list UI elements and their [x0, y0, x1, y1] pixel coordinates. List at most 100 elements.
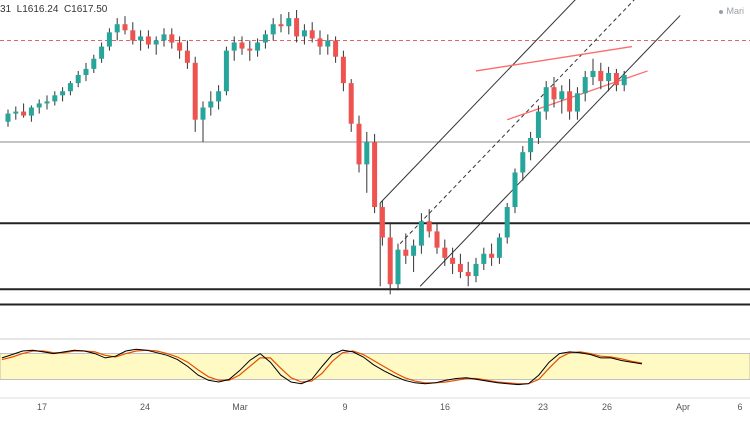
candle — [231, 36, 237, 61]
candle — [551, 77, 557, 108]
candle-body — [606, 72, 612, 82]
candle — [489, 243, 495, 266]
candle — [543, 81, 549, 120]
candle — [528, 131, 534, 161]
candle — [301, 24, 307, 45]
candle-body — [294, 18, 300, 37]
x-tick-label: 23 — [538, 402, 548, 412]
candle — [582, 70, 588, 102]
x-tick-label: Apr — [676, 402, 690, 412]
candle-body — [317, 38, 323, 47]
candle — [145, 30, 151, 49]
candle-body — [379, 207, 385, 238]
candle — [598, 62, 604, 90]
candle-body — [216, 91, 222, 102]
candle-body — [286, 18, 292, 27]
candle — [317, 30, 323, 55]
x-axis: 17 24 Mar 9 16 23 26 Apr 6 — [0, 397, 750, 412]
candle — [434, 223, 440, 254]
candle-body — [356, 123, 362, 165]
candle-body — [138, 36, 144, 41]
candle-body — [91, 58, 97, 69]
x-tick-label: 24 — [140, 402, 150, 412]
candle-body — [567, 91, 573, 112]
channel-upper-line — [379, 0, 576, 204]
ohlc-readout: 31 L1616.24 C1617.50 — [0, 4, 108, 15]
candle — [184, 40, 190, 69]
candle — [138, 30, 144, 51]
candle — [36, 99, 42, 114]
candle — [481, 247, 487, 270]
x-tick-label: 16 — [440, 402, 450, 412]
candle-body — [325, 40, 331, 47]
candle-body — [598, 70, 604, 82]
candle-body — [99, 46, 105, 59]
candle-body — [426, 221, 432, 232]
candle — [340, 50, 346, 92]
candle-body — [309, 30, 315, 39]
candle — [418, 213, 424, 254]
candle — [60, 87, 66, 102]
watermark-text: Mari — [726, 6, 745, 16]
candle — [442, 239, 448, 266]
candle-body — [192, 62, 198, 120]
candle-body — [333, 40, 339, 57]
candle-body — [255, 42, 261, 51]
candle — [278, 14, 284, 33]
x-tick-label: 26 — [602, 402, 612, 412]
candle — [473, 257, 479, 283]
candle — [13, 106, 19, 120]
candle — [325, 34, 331, 55]
x-tick-label: 17 — [37, 402, 47, 412]
candle-body — [543, 87, 549, 112]
candle — [21, 103, 27, 118]
candle-body — [161, 34, 167, 41]
stochastic-panel — [0, 338, 750, 386]
candle — [559, 85, 565, 114]
candle — [379, 200, 385, 246]
stochastic-band — [0, 353, 750, 380]
candle-body — [145, 36, 151, 45]
candle — [44, 95, 50, 110]
candle-body — [130, 30, 136, 41]
candle-body — [582, 77, 588, 94]
candle-body — [270, 24, 276, 35]
candle-body — [395, 249, 401, 285]
candle-body — [450, 257, 456, 264]
candle — [192, 56, 198, 132]
candle — [403, 233, 409, 264]
candle — [450, 247, 456, 275]
candle — [504, 202, 510, 244]
candle-body — [83, 68, 89, 75]
candle — [574, 87, 580, 120]
candle-body — [21, 111, 27, 116]
candle-body — [177, 42, 183, 51]
candle — [294, 10, 300, 43]
candle — [52, 91, 58, 106]
candle — [114, 18, 120, 41]
candle-body — [613, 72, 619, 86]
channel-lower-line — [419, 15, 681, 287]
candle-body — [403, 249, 409, 256]
candle-body — [348, 83, 354, 124]
x-tick-label: Mar — [232, 402, 248, 412]
candle-body — [465, 272, 471, 277]
candle-body — [520, 152, 526, 173]
candle-body — [114, 24, 120, 33]
candle — [106, 28, 112, 51]
horizontal-levels — [0, 39, 750, 306]
watermark: Mari — [718, 6, 745, 16]
candle-body — [106, 32, 112, 47]
candle — [457, 253, 463, 279]
candle-body — [5, 113, 11, 122]
candle — [223, 46, 229, 96]
candle-body — [535, 111, 541, 138]
candle — [83, 62, 89, 82]
candle — [512, 168, 518, 214]
stochastic-d-line — [1, 349, 643, 385]
candle-body — [13, 111, 19, 114]
candle — [200, 101, 206, 143]
candle-body — [411, 245, 417, 256]
candles — [5, 10, 627, 295]
